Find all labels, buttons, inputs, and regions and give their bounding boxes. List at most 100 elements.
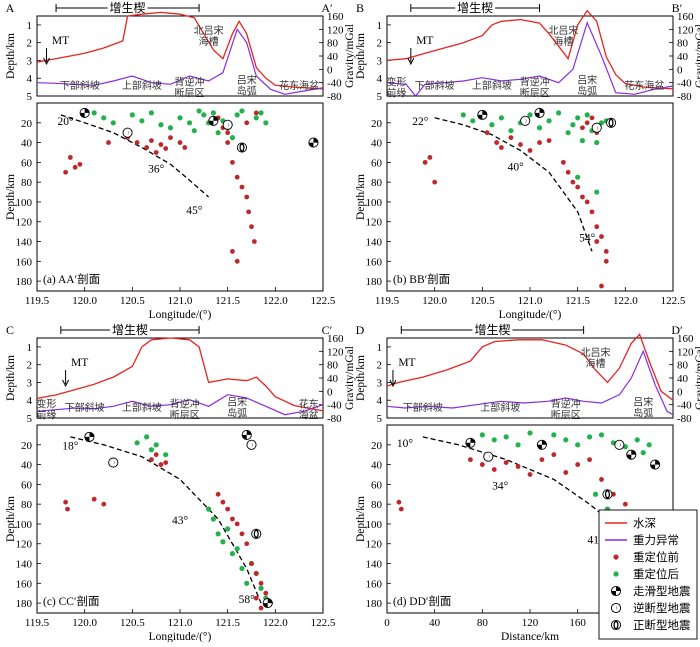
relocated-after-point xyxy=(177,115,183,121)
mechanism-quadrant xyxy=(537,444,542,450)
relocated-before-point xyxy=(149,457,154,463)
label-line: 岛弧 xyxy=(577,85,597,98)
relocated-before-point xyxy=(594,239,600,244)
relocated-after-point xyxy=(244,580,250,586)
thrust-mechanism xyxy=(591,122,602,133)
label-line: 断层区 xyxy=(175,86,205,99)
relocated-before-point xyxy=(149,138,154,144)
relocated-after-point xyxy=(229,551,236,557)
label-line: 岛弧 xyxy=(227,407,247,420)
top-depth-tick-label: 1 xyxy=(27,20,33,32)
relocated-after-point xyxy=(210,110,216,116)
relocated-after-point xyxy=(110,120,116,126)
depth-tick-label: 100 xyxy=(366,197,383,209)
relocated-after-point xyxy=(503,434,509,440)
depth-tick-label: 20 xyxy=(371,118,383,130)
relocated-after-point xyxy=(163,452,169,458)
relocated-before-point xyxy=(551,452,557,458)
mechanism-quadrant xyxy=(470,438,476,443)
panel-title: (a) AA′剖面 xyxy=(43,272,100,286)
mechanism-quadrant xyxy=(80,112,85,118)
label-line: 上部斜坡 xyxy=(472,79,512,92)
top-depth-tick-label: 3 xyxy=(377,55,383,67)
mt-arrow-head xyxy=(389,379,397,388)
dip-angle-label: 45° xyxy=(186,205,203,217)
top-depth-axis-title: Depth/km xyxy=(355,355,367,401)
label-line: 断层区 xyxy=(520,86,550,99)
strike_slip-mechanism xyxy=(241,429,252,440)
mechanism-compression xyxy=(125,128,129,137)
dip-angle-label: 22° xyxy=(412,116,429,128)
mechanism-quadrant xyxy=(263,603,268,608)
relocated-before-point xyxy=(239,184,245,190)
region-label: 北吕宋海槽 xyxy=(194,24,224,48)
label-line: 岛弧 xyxy=(237,85,257,98)
relocated-after-point xyxy=(148,110,154,116)
mechanism-quadrant xyxy=(482,110,487,115)
mt-label: MT xyxy=(398,357,415,369)
relocated-after-point xyxy=(563,437,569,443)
relocated-before-point xyxy=(225,140,231,145)
top-depth-tick-label: 3 xyxy=(27,377,33,389)
relocated-before-point xyxy=(67,155,73,160)
x-tick-label: 119.5 xyxy=(25,295,50,307)
normal-mechanism xyxy=(251,528,262,539)
label-line: 上部斜坡 xyxy=(122,79,162,92)
label-line: 海槽 xyxy=(586,357,606,370)
label-line: 背逆冲 xyxy=(551,397,581,410)
top-depth-tick-label: 5 xyxy=(27,413,33,425)
relocated-after-point xyxy=(263,120,269,126)
relocated-after-point xyxy=(206,506,212,512)
water-depth-line xyxy=(36,11,324,90)
mechanism-quadrant xyxy=(313,137,319,143)
x-tick-label: 119.5 xyxy=(375,295,400,307)
relocated-before-point xyxy=(177,140,183,145)
strike_slip-mechanism xyxy=(262,598,273,609)
x-tick-label: 120.5 xyxy=(120,617,145,629)
relocated-before-point xyxy=(584,120,590,126)
relocated-after-point xyxy=(551,432,557,438)
gravity-tick-label: 80 xyxy=(327,360,339,372)
gravity-tick-label: 160 xyxy=(327,11,344,23)
depth-tick-label: 40 xyxy=(21,460,33,472)
relocated-after-point xyxy=(129,112,135,118)
relocated-before-point xyxy=(251,239,257,244)
relocated-after-point xyxy=(592,491,599,497)
depth-tick-label: 180 xyxy=(16,598,33,610)
depth-tick-label: 140 xyxy=(16,237,33,249)
gravity-tick-label: 0 xyxy=(677,64,683,76)
relocated-after-point xyxy=(546,118,552,124)
relocated-before-point xyxy=(599,234,604,239)
x-tick-label: 120.0 xyxy=(422,295,447,307)
strike_slip-mechanism xyxy=(465,437,476,448)
label-line: 变形 xyxy=(387,75,407,88)
mechanism-circle xyxy=(122,127,133,138)
relocated-after-point xyxy=(479,432,485,438)
depth-tick-label: 180 xyxy=(366,598,383,610)
relocated-after-point xyxy=(101,115,107,121)
relocated-before-point xyxy=(134,140,140,145)
dip-angle-label: 58° xyxy=(239,594,256,606)
x-tick-label: 121.0 xyxy=(168,295,193,307)
relocated-after-point xyxy=(229,135,236,141)
region-label: 北吕宋海槽 xyxy=(581,346,611,370)
mechanism-circle xyxy=(222,119,233,130)
relocated-after-point xyxy=(144,434,150,440)
relocated-before-point xyxy=(563,470,569,475)
gravity-tick-label: 120 xyxy=(677,346,694,358)
relocated-after-point xyxy=(167,125,174,131)
relocated-after-point xyxy=(239,108,245,114)
gravity-tick-label: 80 xyxy=(677,38,689,50)
panel-title: (d) DD′剖面 xyxy=(393,594,451,608)
x-tick-label: 119.5 xyxy=(25,617,50,629)
relocated-after-point xyxy=(640,450,646,456)
region-label: 吕宋岛弧 xyxy=(577,74,597,98)
mt-arrow-head xyxy=(43,57,50,66)
label-line: 上部斜坡 xyxy=(480,401,520,414)
depth-axis-title: Depth/km xyxy=(355,496,367,542)
dip-angle-label: 40° xyxy=(508,161,525,173)
relocated-after-point xyxy=(575,442,581,448)
x-tick-label: 121.5 xyxy=(215,295,240,307)
depth-tick-label: 140 xyxy=(16,559,33,571)
mechanism-quadrant xyxy=(655,459,660,465)
